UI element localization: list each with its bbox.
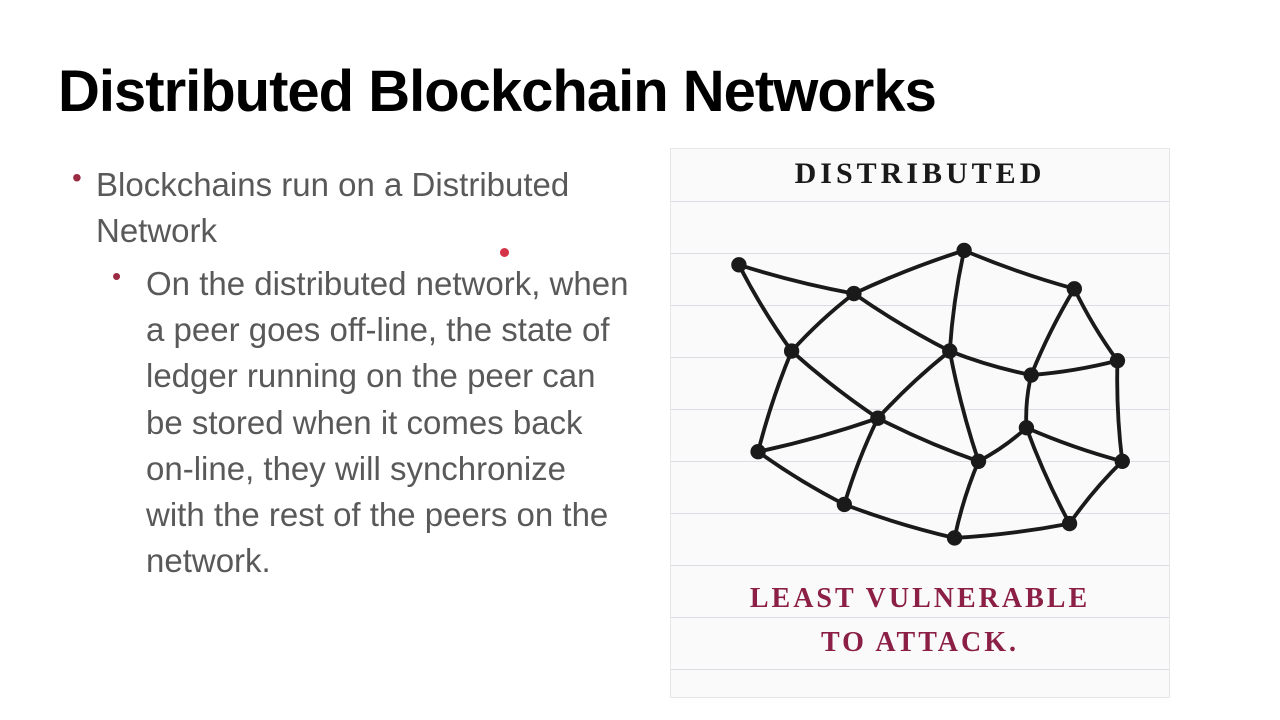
ruled-line	[671, 617, 1169, 618]
network-edge	[758, 452, 844, 505]
network-edge	[1031, 289, 1074, 375]
network-edge	[878, 351, 950, 418]
slide-title: Distributed Blockchain Networks	[58, 58, 936, 125]
network-node	[750, 444, 765, 459]
network-edge	[1026, 428, 1122, 462]
network-node	[1110, 353, 1125, 368]
network-node	[942, 343, 957, 358]
bullet-list: Blockchains run on a Distributed Network…	[70, 162, 630, 584]
network-edge	[1031, 361, 1117, 375]
network-edge	[878, 418, 979, 461]
network-edge	[955, 524, 1070, 538]
network-edge	[854, 294, 950, 352]
network-edge	[979, 428, 1027, 462]
network-edge	[950, 351, 1031, 375]
network-node	[846, 286, 861, 301]
network-node	[837, 497, 852, 512]
network-edge	[950, 250, 964, 351]
network-node	[971, 454, 986, 469]
bullet-level2: On the distributed network, when a peer …	[70, 261, 630, 584]
network-node	[956, 243, 971, 258]
network-edge	[950, 351, 979, 461]
diagram-title: DISTRIBUTED	[671, 157, 1169, 191]
network-edge	[1026, 375, 1031, 428]
network-node	[947, 530, 962, 545]
network-edge	[792, 294, 854, 352]
network-node	[1115, 454, 1130, 469]
laser-pointer-dot	[500, 248, 509, 257]
network-edge	[854, 250, 964, 293]
network-node	[870, 411, 885, 426]
bullet-level1: Blockchains run on a Distributed Network	[70, 162, 630, 253]
ruled-line	[671, 201, 1169, 202]
network-node	[1067, 281, 1082, 296]
diagram-caption-line1: LEAST VULNERABLE	[671, 583, 1169, 615]
network-edge	[955, 461, 979, 538]
network-node	[784, 343, 799, 358]
network-node	[1062, 516, 1077, 531]
network-edge	[792, 351, 878, 418]
ruled-line	[671, 669, 1169, 670]
network-edge	[1070, 461, 1123, 523]
network-edge	[1074, 289, 1117, 361]
network-edge	[758, 418, 878, 452]
network-node	[731, 257, 746, 272]
network-diagram	[691, 229, 1151, 569]
network-edge	[758, 351, 792, 452]
diagram-panel: DISTRIBUTED LEAST VULNERABLE TO ATTACK.	[670, 148, 1170, 698]
bullet-l2-text: On the distributed network, when a peer …	[146, 261, 630, 584]
network-edge	[844, 418, 878, 504]
bullet-l1-text: Blockchains run on a Distributed Network	[96, 162, 630, 253]
network-node	[1024, 367, 1039, 382]
network-edge	[844, 504, 954, 538]
network-edge	[739, 265, 854, 294]
network-edge	[964, 250, 1074, 288]
network-node	[1019, 420, 1034, 435]
diagram-caption-line2: TO ATTACK.	[671, 627, 1169, 659]
network-edge	[1117, 361, 1122, 462]
